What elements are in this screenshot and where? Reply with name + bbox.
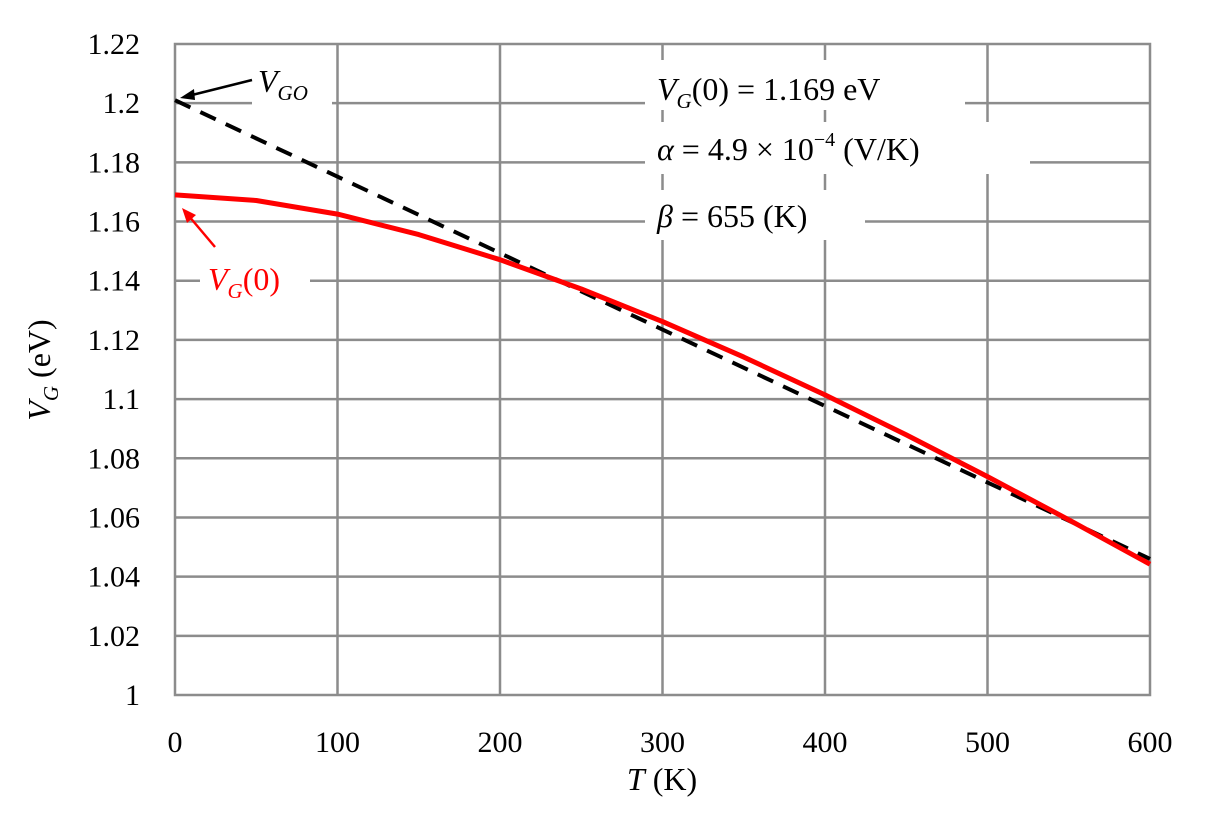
x-tick-label: 200 <box>478 726 523 759</box>
vgo-arrow-line <box>187 78 253 98</box>
eq1-text: VG(0) = 1.169 eV <box>657 71 880 113</box>
y-tick-label: 1.06 <box>88 501 141 534</box>
vg0-label: VG(0) <box>208 261 280 303</box>
x-tick-label: 100 <box>315 726 360 759</box>
y-tick-label: 1.02 <box>88 620 141 653</box>
vg0-arrow-line <box>187 214 216 248</box>
eq3-bg <box>645 190 865 240</box>
x-tick-label: 0 <box>168 726 183 759</box>
x-tick-labels: 0 100 200 300 400 500 600 <box>168 726 1173 759</box>
x-tick-label: 300 <box>640 726 685 759</box>
y-tick-label: 1.14 <box>88 265 141 298</box>
y-tick-labels: 1 1.02 1.04 1.06 1.08 1.1 1.12 1.14 1.16 1.18 1.2 1… <box>88 28 141 712</box>
plot-frame <box>173 42 1152 697</box>
y-axis-label: VG (eV) <box>21 319 63 420</box>
eq1-bg <box>645 60 965 110</box>
vgo-label-bg <box>252 58 332 106</box>
y-tick-label: 1.04 <box>88 561 141 594</box>
series-vgo-dashed-line <box>174 98 1151 561</box>
vg0-arrowhead <box>182 208 196 223</box>
eq2-text: α = 4.9 × 10−4 (V/K) <box>657 129 920 167</box>
y-tick-label: 1.12 <box>88 324 141 357</box>
eq3-text: β = 655 (K) <box>656 198 807 234</box>
y-tick-label: 1.18 <box>88 146 141 179</box>
x-tick-label: 600 <box>1128 726 1173 759</box>
series-layer <box>174 98 1152 567</box>
vg0-label-bg <box>200 255 310 305</box>
y-tick-label: 1 <box>125 679 140 712</box>
x-tick-label: 400 <box>803 726 848 759</box>
x-tick-label: 500 <box>965 726 1010 759</box>
x-axis-label: T (K) <box>627 761 697 797</box>
y-tick-label: 1.08 <box>88 442 141 475</box>
y-tick-label: 1.2 <box>103 87 141 120</box>
eq2-bg <box>645 122 1030 174</box>
y-tick-label: 1.16 <box>88 206 141 239</box>
y-tick-label: 1.22 <box>88 28 141 61</box>
vgo-label: VGO <box>258 63 308 105</box>
y-tick-label: 1.1 <box>103 383 141 416</box>
series-vg-red-curve <box>174 192 1152 567</box>
vgo-arrowhead <box>180 89 195 100</box>
